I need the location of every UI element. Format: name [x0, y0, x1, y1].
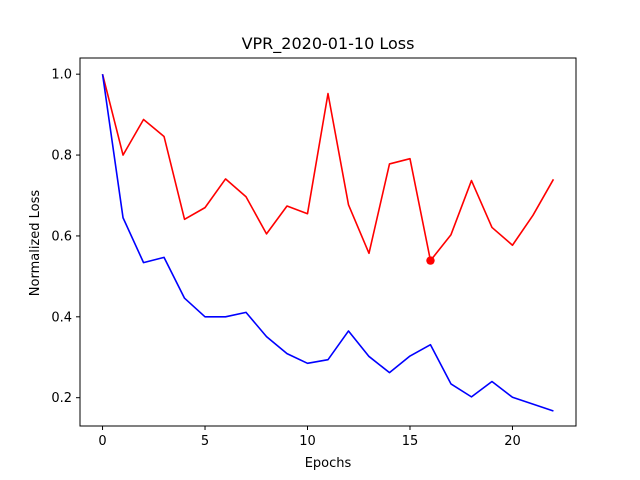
axis-ticks: 0 5 10 15 20 0.2 0.4 0.6 0.8 1.0 — [51, 68, 520, 449]
y-tick-label: 0.8 — [51, 149, 72, 164]
x-tick-label: 5 — [201, 434, 209, 449]
x-axis-label: Epochs — [305, 456, 352, 471]
series-line-1 — [101, 74, 554, 412]
chart-title: VPR_2020-01-10 Loss — [242, 34, 415, 54]
y-tick-label: 0.4 — [51, 310, 72, 325]
plot-frame — [79, 57, 577, 427]
x-tick-label: 10 — [299, 434, 316, 449]
y-tick-label: 0.2 — [51, 391, 72, 406]
y-tick-label: 1.0 — [51, 68, 72, 83]
series-line-0 — [101, 73, 555, 262]
x-tick-label: 0 — [98, 434, 106, 449]
y-tick-label: 0.6 — [51, 229, 72, 244]
x-tick-label: 20 — [504, 434, 521, 449]
x-tick-label: 15 — [402, 434, 419, 449]
highlight-marker-0 — [426, 256, 435, 265]
y-axis-label: Normalized Loss — [28, 190, 43, 297]
plot-area — [79, 57, 577, 427]
